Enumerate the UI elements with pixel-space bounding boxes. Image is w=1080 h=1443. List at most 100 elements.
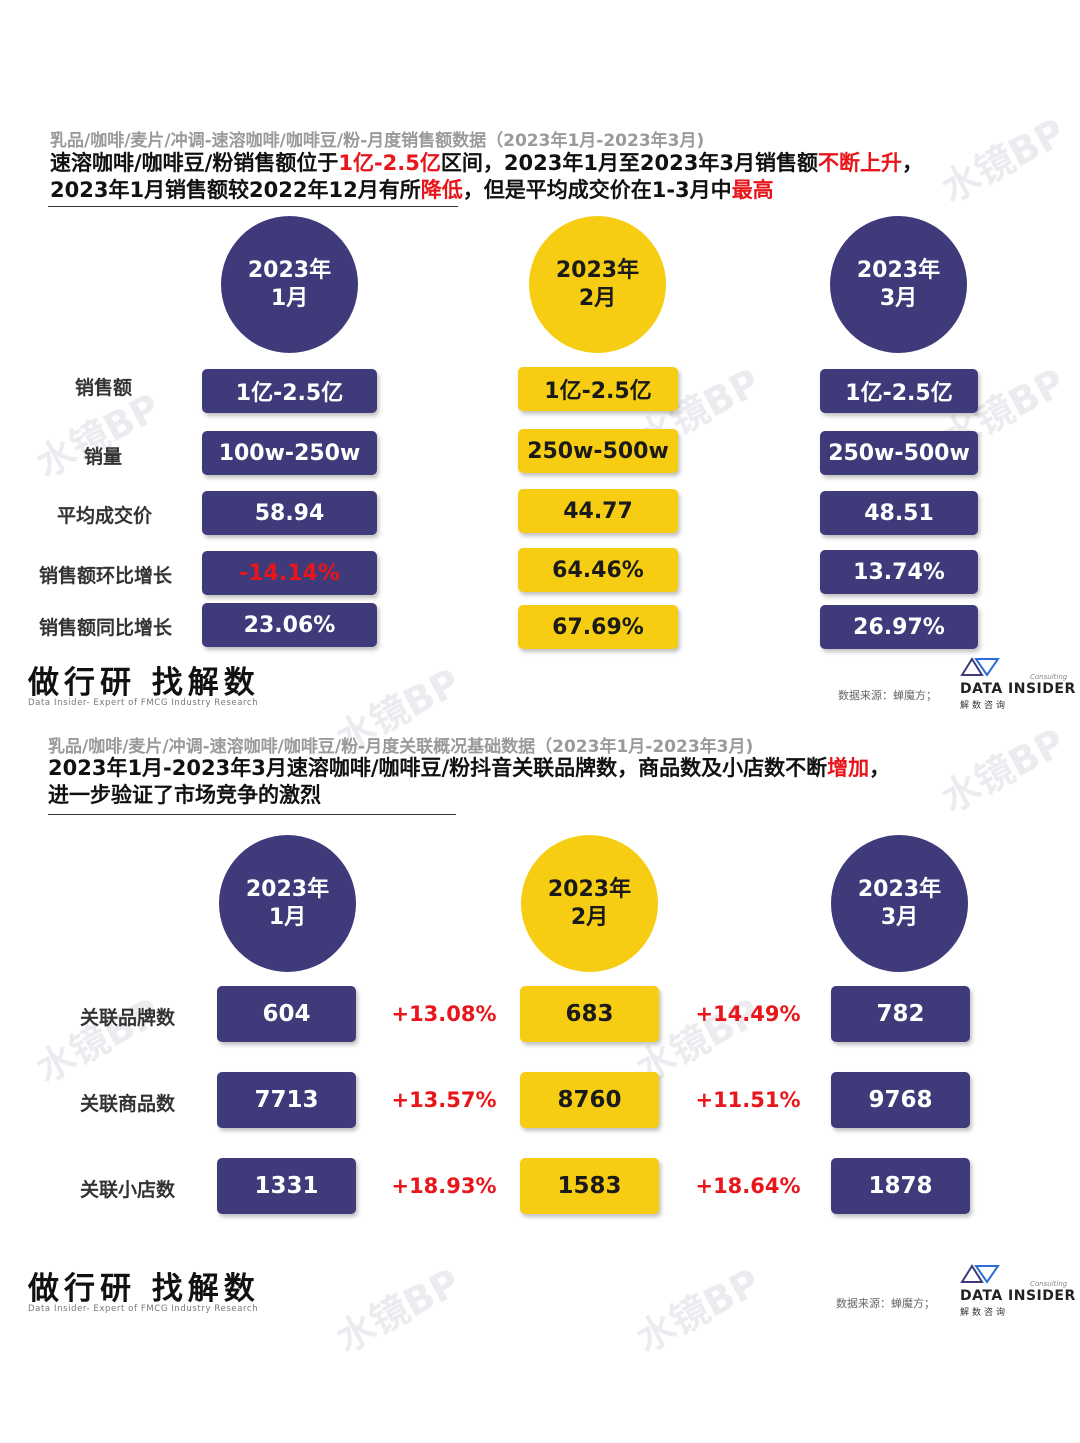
month-circle-jan: 2023年 1月: [221, 216, 358, 353]
value-box-negative: -14.14%: [202, 551, 377, 595]
headline-text: 2023年1月销售额较2022年12月有所: [50, 178, 421, 202]
circle-year: 2023年: [547, 876, 632, 902]
month-circle-feb: 2023年 2月: [529, 216, 666, 353]
watermark: 水镜BP: [29, 989, 168, 1092]
growth-rate: +11.51%: [695, 1088, 801, 1112]
month-circle-mar: 2023年 3月: [831, 835, 968, 972]
value-box: 1亿-2.5亿: [518, 367, 678, 411]
headline-text: 进一步验证了市场竞争的激烈: [48, 783, 321, 807]
headline-line: 2023年1月-2023年3月速溶咖啡/咖啡豆/粉抖音关联品牌数，商品数及小店数…: [48, 755, 890, 782]
month-circle-mar: 2023年 3月: [830, 216, 967, 353]
circle-year: 2023年: [555, 257, 640, 283]
month-circle-jan: 2023年 1月: [219, 835, 356, 972]
row-label-products: 关联商品数: [79, 1093, 175, 1115]
growth-rate: +13.08%: [391, 1002, 497, 1026]
brand-slogan: 做行研 找解数: [28, 1271, 260, 1307]
value-box: 1亿-2.5亿: [202, 369, 377, 413]
data-insider-logo: Consulting DATA INSIDER 解数咨询: [958, 655, 1075, 711]
growth-rate: +14.49%: [695, 1002, 801, 1026]
value-box: 1亿-2.5亿: [820, 369, 978, 413]
month-circle-feb: 2023年 2月: [521, 835, 658, 972]
value-box: 9768: [831, 1072, 970, 1128]
brand-tagline: Data Insider- Expert of FMCG Industry Re…: [28, 1304, 259, 1314]
growth-rate: +18.93%: [391, 1174, 497, 1198]
data-insider-logo: Consulting DATA INSIDER 解数咨询: [958, 1262, 1075, 1318]
headline-highlight: 降低: [420, 178, 463, 202]
circle-year: 2023年: [857, 876, 942, 902]
value-box: 8760: [520, 1072, 659, 1128]
brand-slogan: 做行研 找解数: [28, 665, 260, 701]
value-box: 250w-500w: [820, 431, 978, 475]
logo-subtitle: 解数咨询: [960, 701, 1009, 711]
watermark: 水镜BP: [329, 1259, 468, 1362]
headline-text: ，但是平均成交价在1-3月中: [462, 178, 732, 202]
logo-mark-icon: [960, 657, 1000, 677]
circle-month: 2月: [570, 904, 609, 930]
row-label-yoy-growth: 销售额同比增长: [38, 617, 172, 639]
logo-mark-icon: [960, 1264, 1000, 1284]
logo-title: DATA INSIDER: [960, 1288, 1076, 1304]
headline-text: 区间，2023年1月至2023年3月销售额: [440, 151, 818, 175]
headline-line: 速溶咖啡/咖啡豆/粉销售额位于1亿-2.5亿区间，2023年1月至2023年3月…: [50, 150, 923, 177]
growth-rate: +18.64%: [695, 1174, 801, 1198]
logo-subtitle: 解数咨询: [960, 1308, 1009, 1318]
watermark: 水镜BP: [629, 1259, 768, 1362]
watermark: 水镜BP: [934, 719, 1073, 822]
headline-line: 2023年1月销售额较2022年12月有所降低，但是平均成交价在1-3月中最高: [50, 177, 923, 204]
headline-divider: [48, 206, 458, 207]
value-box: 48.51: [820, 491, 978, 535]
headline-highlight: 1亿-2.5亿: [338, 151, 441, 175]
section-subtitle: 乳品/咖啡/麦片/冲调-速溶咖啡/咖啡豆/粉-月度销售额数据（2023年1月-2…: [50, 131, 705, 151]
value-box: 1331: [217, 1158, 356, 1214]
value-box: 23.06%: [202, 603, 377, 647]
headline-text: 速溶咖啡/咖啡豆/粉销售额位于: [50, 151, 339, 175]
data-source: 数据来源：蝉魔方；: [836, 1297, 935, 1310]
headline-highlight: 不断上升: [818, 151, 902, 175]
value-box: 250w-500w: [518, 429, 678, 473]
section-headline: 速溶咖啡/咖啡豆/粉销售额位于1亿-2.5亿区间，2023年1月至2023年3月…: [50, 150, 923, 204]
section-headline: 2023年1月-2023年3月速溶咖啡/咖啡豆/粉抖音关联品牌数，商品数及小店数…: [48, 755, 890, 809]
circle-month: 3月: [879, 285, 918, 311]
value-box: 604: [217, 986, 356, 1042]
row-label-sales: 销售额: [74, 377, 132, 399]
headline-text: 2023年1月-2023年3月速溶咖啡/咖啡豆/粉抖音关联品牌数，商品数及小店数…: [48, 756, 828, 780]
logo-consulting: Consulting: [1030, 1280, 1068, 1288]
headline-highlight: 增加: [827, 756, 870, 780]
circle-month: 2月: [578, 285, 617, 311]
headline-divider: [48, 814, 456, 815]
value-box: 64.46%: [518, 548, 678, 592]
circle-month: 1月: [270, 285, 309, 311]
row-label-avg-price: 平均成交价: [56, 505, 152, 527]
brand-tagline: Data Insider- Expert of FMCG Industry Re…: [28, 698, 259, 708]
value-box: 100w-250w: [202, 431, 377, 475]
value-box: 44.77: [518, 489, 678, 533]
circle-year: 2023年: [856, 257, 941, 283]
data-source: 数据来源：蝉魔方；: [838, 689, 937, 702]
logo-title: DATA INSIDER: [960, 681, 1076, 697]
row-label-stores: 关联小店数: [79, 1179, 175, 1201]
circle-month: 1月: [268, 904, 307, 930]
growth-rate: +13.57%: [391, 1088, 497, 1112]
section-subtitle: 乳品/咖啡/麦片/冲调-速溶咖啡/咖啡豆/粉-月度关联概况基础数据（2023年1…: [48, 737, 754, 757]
value-box: 26.97%: [820, 605, 978, 649]
value-box: 782: [831, 986, 970, 1042]
value-box: 683: [520, 986, 659, 1042]
circle-year: 2023年: [247, 257, 332, 283]
headline-line: 进一步验证了市场竞争的激烈: [48, 782, 890, 809]
row-label-mom-growth: 销售额环比增长: [38, 565, 172, 587]
value-text: -14.14%: [239, 560, 340, 586]
value-box: 13.74%: [820, 550, 978, 594]
value-box: 7713: [217, 1072, 356, 1128]
logo-consulting: Consulting: [1030, 673, 1068, 681]
headline-text: ，: [869, 756, 891, 780]
row-label-brands: 关联品牌数: [79, 1007, 175, 1029]
value-box: 1878: [831, 1158, 970, 1214]
headline-text: ，: [902, 151, 923, 175]
circle-year: 2023年: [245, 876, 330, 902]
value-box: 58.94: [202, 491, 377, 535]
watermark: 水镜BP: [934, 109, 1073, 212]
headline-highlight: 最高: [731, 178, 774, 202]
value-box: 67.69%: [518, 605, 678, 649]
value-box: 1583: [520, 1158, 659, 1214]
circle-month: 3月: [880, 904, 919, 930]
